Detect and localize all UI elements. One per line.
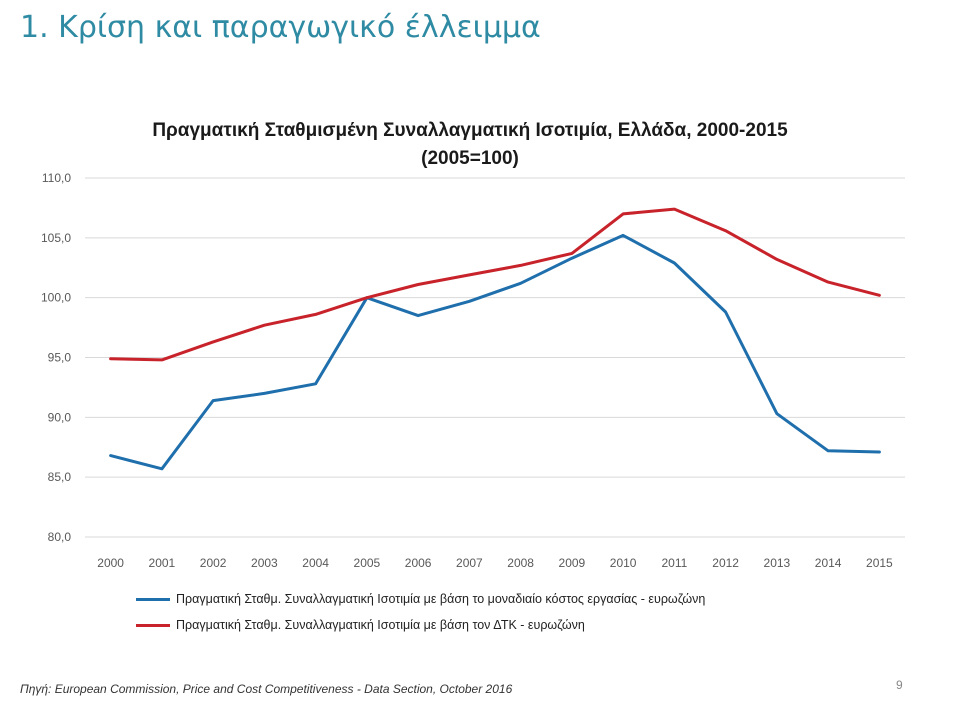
x-tick-label: 2012	[712, 556, 739, 570]
legend-swatch-ulc	[136, 597, 170, 601]
x-tick-label: 2001	[149, 556, 176, 570]
x-tick-label: 2007	[456, 556, 483, 570]
x-tick-label: 2004	[302, 556, 329, 570]
series-line-ulc	[109, 233, 881, 471]
x-tick-label: 2011	[661, 556, 687, 570]
source-note: Πηγή: European Commission, Price and Cos…	[20, 682, 513, 696]
chart-title: Πραγματική Σταθμισμένη Συναλλαγματική Ισ…	[152, 120, 788, 141]
x-tick-label: 2008	[507, 556, 534, 570]
y-tick-label: 90,0	[48, 410, 72, 424]
legend-label-ulc: Πραγματική Σταθμ. Συναλλαγματική Ισοτιμί…	[176, 592, 706, 606]
y-tick-label: 85,0	[48, 470, 72, 484]
y-tick-label: 110,0	[42, 171, 71, 185]
x-tick-label: 2005	[354, 556, 381, 570]
chart-subtitle: (2005=100)	[421, 148, 519, 169]
y-tick-label: 105,0	[41, 231, 71, 245]
legend-label-cpi: Πραγματική Σταθμ. Συναλλαγματική Ισοτιμί…	[176, 618, 585, 632]
legend-item-cpi: Πραγματική Σταθμ. Συναλλαγματική Ισοτιμί…	[136, 618, 585, 632]
x-tick-label: 2002	[200, 556, 227, 570]
y-tick-label: 100,0	[41, 291, 71, 305]
x-tick-label: 2000	[97, 556, 124, 570]
page-number: 9	[896, 678, 903, 692]
x-tick-label: 2015	[866, 556, 893, 570]
series-line-cpi	[109, 207, 881, 362]
legend-swatch-cpi	[136, 623, 170, 627]
x-tick-label: 2013	[764, 556, 791, 570]
x-tick-label: 2014	[815, 556, 842, 570]
x-tick-label: 2003	[251, 556, 278, 570]
x-tick-label: 2006	[405, 556, 432, 570]
slide-title: 1. Κρίση και παραγωγικό έλλειμμα	[20, 10, 541, 45]
x-tick-label: 2009	[559, 556, 586, 570]
y-tick-label: 95,0	[48, 351, 72, 365]
x-tick-label: 2010	[610, 556, 637, 570]
y-tick-label: 80,0	[48, 530, 72, 544]
legend-item-ulc: Πραγματική Σταθμ. Συναλλαγματική Ισοτιμί…	[136, 592, 705, 606]
